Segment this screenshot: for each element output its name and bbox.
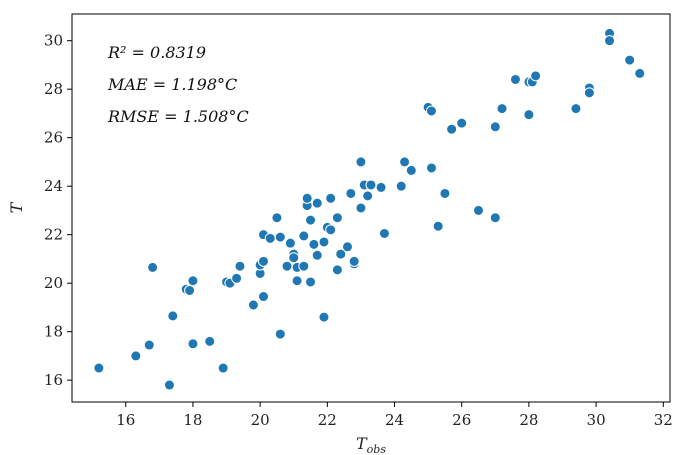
stat-mae: MAE = 1.198°C: [107, 75, 237, 94]
data-point: [570, 103, 582, 115]
data-point: [439, 187, 451, 199]
data-point: [147, 261, 159, 273]
data-point: [284, 237, 296, 249]
data-point: [167, 310, 179, 322]
x-axis-ticks: 16 18 20 22 24 26 28 30 32: [116, 402, 673, 429]
data-point: [634, 67, 646, 79]
data-point: [281, 260, 293, 272]
data-point: [331, 212, 343, 224]
data-point: [365, 179, 377, 191]
x-tick-label: 28: [519, 411, 538, 429]
y-axis-label: T: [7, 201, 26, 213]
data-point: [187, 338, 199, 350]
data-point: [187, 275, 199, 287]
data-point: [298, 230, 310, 242]
data-point: [247, 299, 259, 311]
y-tick-label: 18: [44, 323, 63, 341]
y-tick-label: 22: [44, 226, 63, 244]
data-point: [489, 121, 501, 133]
data-point: [405, 164, 417, 176]
data-point: [271, 212, 283, 224]
y-tick-label: 26: [44, 129, 63, 147]
plot-frame: [71, 13, 671, 403]
x-tick-label: 26: [452, 411, 471, 429]
data-point: [301, 192, 313, 204]
data-point: [264, 232, 276, 244]
data-point: [509, 73, 521, 85]
y-tick-label: 28: [44, 80, 63, 98]
data-point: [274, 328, 286, 340]
data-point: [305, 276, 317, 288]
data-point: [432, 220, 444, 232]
points-layer: [93, 27, 646, 391]
data-point: [395, 180, 407, 192]
y-tick-label: 20: [44, 274, 63, 292]
data-point: [257, 255, 269, 267]
y-tick-label: 30: [44, 32, 63, 50]
data-point: [311, 197, 323, 209]
data-point: [311, 249, 323, 261]
data-point: [456, 117, 468, 129]
x-tick-label: 32: [654, 411, 673, 429]
x-tick-label: 18: [183, 411, 202, 429]
data-point: [355, 156, 367, 168]
x-axis-label-main: T: [356, 434, 368, 453]
data-point: [530, 70, 542, 82]
data-point: [143, 339, 155, 351]
data-point: [274, 231, 286, 243]
data-point: [399, 156, 411, 168]
data-point: [204, 335, 216, 347]
data-point: [378, 227, 390, 239]
data-point: [291, 275, 303, 287]
data-point: [234, 260, 246, 272]
data-point: [362, 190, 374, 202]
data-point: [345, 187, 357, 199]
stat-rmse: RMSE = 1.508°C: [107, 107, 249, 126]
data-point: [489, 212, 501, 224]
data-point: [257, 291, 269, 303]
data-point: [523, 109, 535, 121]
data-point: [217, 362, 229, 374]
data-point: [335, 248, 347, 260]
x-tick-label: 22: [318, 411, 337, 429]
data-point: [184, 284, 196, 296]
data-point: [298, 260, 310, 272]
data-point: [604, 35, 616, 47]
data-point: [231, 272, 243, 284]
data-point: [163, 379, 175, 391]
data-point: [446, 123, 458, 135]
data-point: [130, 350, 142, 362]
x-axis-label: Tobs: [356, 434, 386, 455]
y-tick-label: 16: [44, 371, 63, 389]
data-point: [318, 311, 330, 323]
data-point: [318, 236, 330, 248]
y-tick-label: 24: [44, 177, 63, 195]
data-point: [425, 162, 437, 174]
data-point: [355, 202, 367, 214]
x-tick-label: 30: [587, 411, 606, 429]
data-point: [348, 255, 360, 267]
x-tick-label: 20: [251, 411, 270, 429]
data-point: [331, 264, 343, 276]
data-point: [496, 103, 508, 115]
x-tick-label: 24: [385, 411, 404, 429]
data-point: [288, 252, 300, 264]
data-point: [583, 87, 595, 99]
data-point: [325, 192, 337, 204]
y-axis-ticks: 16 18 20 22 24 26 28 30: [44, 32, 72, 389]
data-point: [425, 105, 437, 117]
data-point: [308, 238, 320, 250]
data-point: [624, 54, 636, 66]
data-point: [375, 181, 387, 193]
x-tick-label: 16: [116, 411, 135, 429]
stat-r2: R² = 0.8319: [107, 43, 206, 62]
data-point: [93, 362, 105, 374]
data-point: [305, 214, 317, 226]
data-point: [473, 204, 485, 216]
data-point: [341, 241, 353, 253]
x-axis-label-subscript: obs: [367, 443, 387, 455]
data-point: [325, 224, 337, 236]
